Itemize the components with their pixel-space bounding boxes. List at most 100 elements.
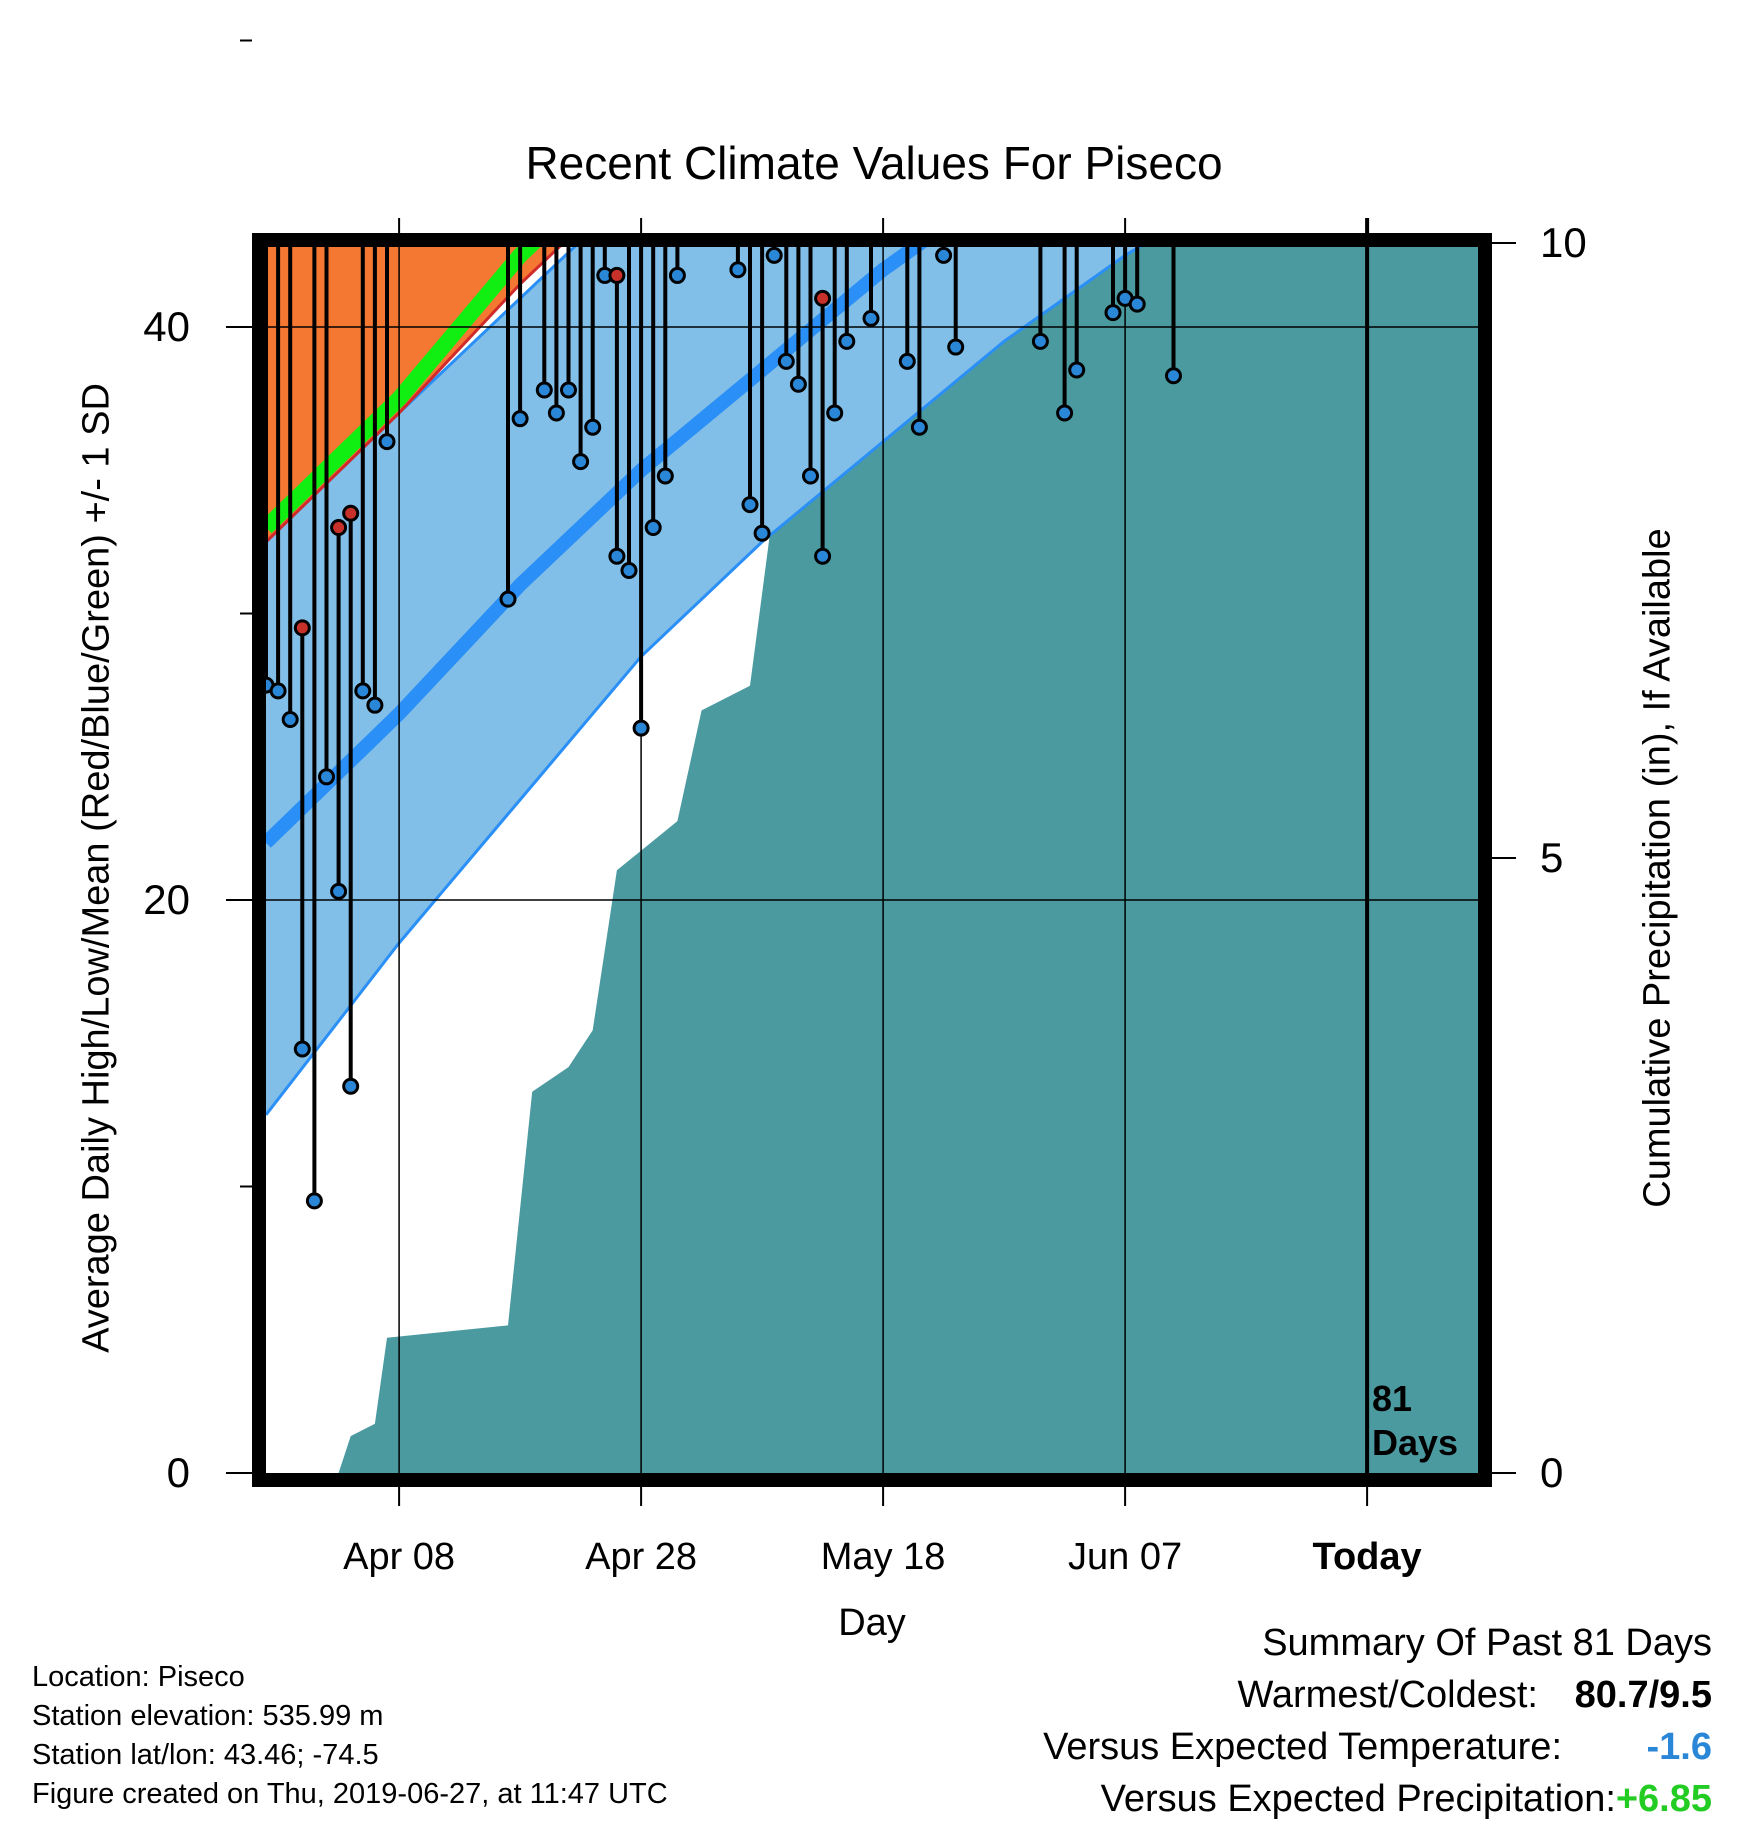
daily-high-point [791,211,805,225]
y-tick-label: 20 [143,876,190,923]
daily-high-point [342,504,360,522]
y-tick-label: 0 [166,1449,190,1496]
daily-low-point [838,332,856,350]
daily-low-point [644,519,662,537]
y-axis-title: Average Daily High/Low/Mean (Red/Blue/Gr… [75,383,118,1353]
daily-low-point [1179,54,1193,68]
footer-location: Location: Piseco [32,1661,245,1693]
daily-low-point [695,39,709,53]
plot-frame [252,233,1492,1487]
daily-high-point [608,266,626,284]
warmest-coldest-value: 80.7/9.5 [1574,1674,1712,1716]
daily-low-point [281,711,299,729]
daily-low-point [997,205,1011,219]
daily-low-point [1056,404,1074,422]
y2-tick-label: 0 [1540,1449,1564,1496]
y2-tick-label: 10 [1540,219,1587,266]
daily-low-point [862,309,880,327]
daily-low-point [1021,211,1035,225]
days-count-label: 81 [1372,1378,1413,1419]
daily-high-point [814,289,832,307]
daily-high-point [283,97,297,111]
daily-low-point [1009,48,1023,62]
daily-low-point [656,467,674,485]
x-tick-label: Apr 08 [343,1536,456,1578]
temp-departure-label: Versus Expected Temperature: [1043,1726,1562,1768]
daily-low-point [973,211,987,225]
temp-departure-value: -1.6 [1646,1726,1712,1768]
daily-low-point [1165,367,1182,385]
daily-low-point [668,266,686,284]
daily-low-point [729,261,747,279]
daily-low-point [620,562,638,580]
daily-low-point [378,433,396,451]
daily-low-point [1154,191,1168,205]
daily-low-point [741,496,759,514]
daily-low-point [1068,361,1086,379]
daily-low-point [499,590,517,608]
daily-low-point [852,220,866,234]
daily-high-point [259,105,273,119]
daily-low-point [707,211,721,225]
normal-high-line [266,0,1488,227]
daily-high-point [634,0,648,10]
daily-high-point [646,48,660,62]
footer-latlon: Station lat/lon: 43.46; -74.5 [32,1739,379,1771]
x-tick-label: Apr 28 [585,1536,698,1578]
daily-low-point [826,404,844,422]
chart-title: Recent Climate Values For Piseco [525,137,1223,189]
daily-low-point [1128,295,1146,313]
daily-high-point [320,205,334,219]
warmest-coldest-label: Warmest/Coldest: [1237,1674,1538,1716]
daily-low-point [910,418,928,436]
daily-high-point [1058,19,1072,33]
daily-low-point [354,682,372,700]
daily-high-point [330,519,348,537]
daily-low-point [935,247,953,264]
daily-low-point [330,882,348,900]
daily-low-point [1215,19,1229,33]
x-axis-title: Day [838,1602,906,1644]
daily-low-point [632,719,650,737]
y2-axis-title: Cumulative Precipitation (in), If Availa… [1636,528,1679,1208]
daily-low-point [584,418,602,436]
daily-low-point [608,547,626,565]
x-tick-label: May 18 [820,1536,946,1578]
daily-low-point [318,768,335,786]
daily-high-point [598,39,612,53]
daily-low-point [269,682,287,700]
daily-low-point [777,352,795,370]
daily-high-point [356,39,370,53]
y2-tick-label: 5 [1540,834,1564,881]
daily-low-point [342,1077,360,1095]
daily-low-point [572,453,590,471]
daily-high-point [574,11,588,25]
normal-mean-line [266,247,541,534]
daily-low-point [1191,54,1205,68]
daily-low-point [802,467,819,485]
daily-low-point [765,247,783,264]
daily-low-point [789,375,807,393]
daily-low-point [947,338,965,356]
x-tick-label: Today [1312,1536,1422,1578]
footer-created: Figure created on Thu, 2019-06-27, at 11… [32,1778,668,1810]
daily-low-point [535,381,553,399]
daily-low-point [985,211,999,225]
daily-low-point [1104,304,1122,322]
daily-high-point [307,205,321,219]
x-tick-label: Jun 07 [1068,1536,1183,1578]
daily-low-point [366,696,384,714]
summary-title: Summary Of Past 81 Days [1262,1622,1712,1664]
daily-low-point [898,352,916,370]
daily-low-point [511,410,529,428]
precip-departure-value: +6.85 [1615,1778,1712,1820]
daily-low-point [814,547,832,565]
daily-low-point [293,1040,311,1058]
low-sd-upper-line [266,247,577,543]
y-tick-label: 40 [143,303,190,350]
daily-low-point [1031,332,1049,350]
days-unit-label: Days [1372,1422,1459,1463]
daily-low-point [925,105,939,119]
precip-departure-label: Versus Expected Precipitation: [1100,1778,1616,1820]
